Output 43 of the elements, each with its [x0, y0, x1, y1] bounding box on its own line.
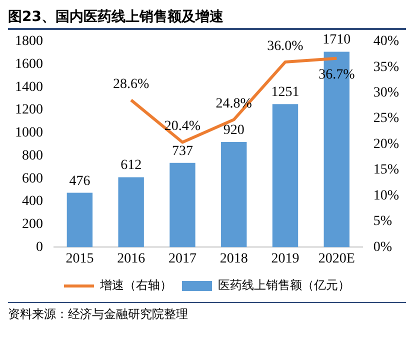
y2-tick-label: 20% [373, 136, 400, 152]
data-label: 1251 [271, 85, 300, 100]
data-label: 612 [120, 158, 142, 174]
y-tick-label: 1600 [15, 56, 43, 72]
y-tick-label: 1400 [15, 80, 43, 95]
y-tick-label: 200 [22, 217, 43, 232]
data-label: 476 [69, 174, 90, 189]
x-tick-label: 2016 [117, 251, 146, 266]
x-tick-label: 2015 [66, 251, 94, 266]
y-tick-label: 400 [22, 194, 43, 210]
y2-tick-label: 30% [373, 86, 400, 101]
y2-tick-label: 15% [373, 162, 400, 178]
chart-title: 图23、国内医药线上销售额及增速 [8, 8, 406, 30]
y-tick-label: 0 [36, 240, 43, 255]
y2-tick-label: 25% [373, 111, 400, 126]
y-tick-label: 600 [22, 171, 43, 186]
data-label: 36.0% [267, 38, 304, 54]
data-label: 737 [172, 144, 193, 159]
bar [66, 192, 93, 248]
x-tick-label: 2020E [318, 251, 355, 266]
y2-tick-label: 0% [373, 240, 392, 255]
legend-label: 医药线上销售额（亿元） [218, 278, 350, 292]
y-tick-label: 800 [22, 148, 43, 164]
bar [118, 177, 144, 248]
bar [272, 104, 298, 248]
legend-label: 增速（右轴） [99, 278, 172, 292]
y2-tick-label: 40% [373, 34, 400, 50]
bar [221, 142, 247, 248]
y-tick-label: 1800 [15, 34, 43, 50]
x-tick-label: 2017 [168, 251, 196, 266]
bar [170, 162, 196, 248]
y-tick-label: 1000 [15, 126, 43, 141]
data-label: 1710 [322, 32, 351, 48]
data-label: 920 [223, 123, 244, 138]
x-tick-label: 2018 [220, 251, 248, 266]
data-label: 20.4% [164, 119, 201, 134]
text: 资料来源：经济与金融研究院整理 [8, 302, 406, 323]
y2-tick-label: 10% [373, 188, 400, 204]
y2-tick-label: 5% [373, 214, 392, 230]
y-tick-label: 1200 [15, 102, 43, 118]
data-label: 28.6% [113, 77, 150, 92]
x-tick-label: 2019 [271, 251, 300, 266]
y2-tick-label: 35% [373, 60, 400, 75]
